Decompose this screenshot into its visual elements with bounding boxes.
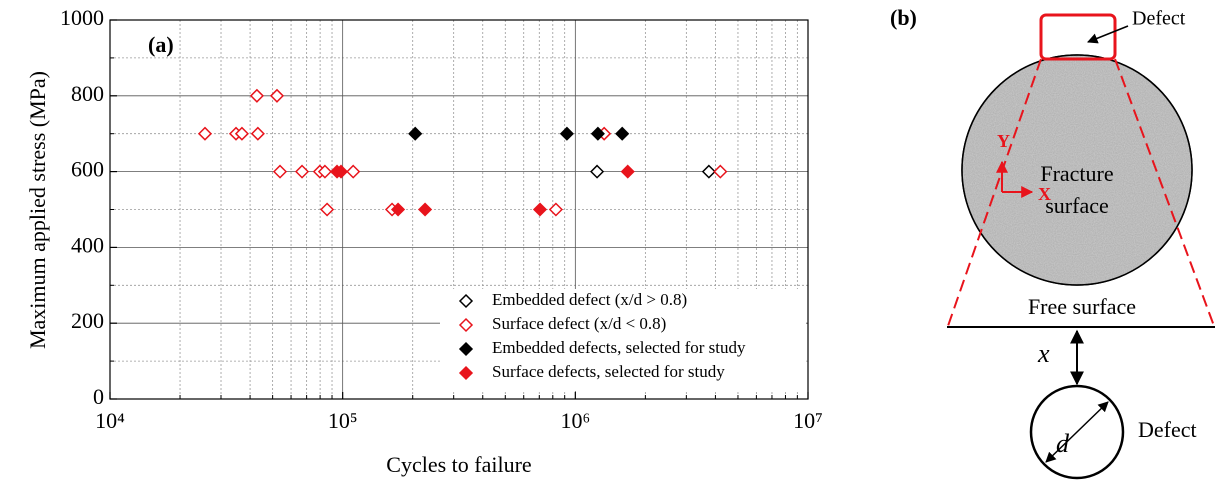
x-axis-label: Cycles to failure bbox=[386, 452, 531, 477]
diagram: (b) Defect Y X Fracture surface Free sur… bbox=[890, 5, 1215, 480]
point bbox=[269, 88, 285, 103]
point bbox=[615, 126, 630, 141]
legend-label: Embedded defect (x/d > 0.8) bbox=[492, 290, 687, 309]
point bbox=[590, 164, 605, 179]
point bbox=[333, 164, 349, 179]
arrow bbox=[1087, 25, 1129, 44]
legend-marker bbox=[458, 365, 474, 381]
x-tick-label: 10⁶ bbox=[560, 408, 590, 433]
legend-marker bbox=[458, 317, 474, 333]
legend-label: Surface defect (x/d < 0.8) bbox=[492, 314, 666, 333]
zoom-line bbox=[1114, 58, 1215, 327]
label: Defect bbox=[1132, 8, 1186, 30]
diameter-arrow bbox=[1045, 401, 1109, 463]
point bbox=[234, 126, 249, 141]
point bbox=[346, 164, 361, 179]
y-tick-label: 800 bbox=[71, 81, 104, 106]
legend-label: Surface defects, selected for study bbox=[492, 362, 725, 381]
label: Defect bbox=[1138, 417, 1197, 442]
point bbox=[272, 164, 288, 179]
label: Fracture bbox=[1040, 161, 1113, 186]
point bbox=[249, 88, 264, 103]
point bbox=[559, 126, 574, 141]
label: d bbox=[1056, 429, 1070, 458]
point bbox=[197, 126, 213, 141]
x-tick-label: 10⁴ bbox=[95, 408, 125, 433]
legend-box bbox=[440, 289, 806, 391]
point bbox=[320, 202, 335, 217]
label: Free surface bbox=[1028, 294, 1136, 319]
axis-label: X bbox=[1038, 184, 1051, 204]
label: x bbox=[1037, 339, 1050, 368]
legend-label: Embedded defects, selected for study bbox=[492, 338, 746, 357]
point bbox=[713, 164, 728, 179]
point bbox=[701, 164, 716, 179]
chart: (a) Cycles to failure Maximum applied st… bbox=[25, 5, 823, 477]
panel-label: (b) bbox=[890, 5, 917, 30]
zoom-line bbox=[947, 58, 1042, 327]
point bbox=[590, 126, 605, 141]
y-axis-label: Maximum applied stress (MPa) bbox=[25, 71, 50, 349]
point bbox=[294, 164, 310, 179]
disc-outline bbox=[961, 54, 1193, 286]
point bbox=[317, 164, 332, 179]
point bbox=[390, 202, 406, 217]
point bbox=[408, 126, 423, 141]
legend-marker bbox=[458, 293, 474, 309]
y-tick-label: 1000 bbox=[60, 5, 104, 30]
defect-dot bbox=[1071, 37, 1085, 51]
label: surface bbox=[1045, 193, 1109, 218]
point bbox=[250, 126, 265, 141]
panel-label: (a) bbox=[148, 32, 174, 57]
y-tick-label: 400 bbox=[71, 232, 104, 257]
point bbox=[548, 202, 563, 217]
zoom-box bbox=[1039, 13, 1117, 61]
point bbox=[620, 164, 635, 179]
y-tick-label: 0 bbox=[93, 384, 104, 409]
axis-label: Y bbox=[997, 131, 1010, 151]
legend-marker bbox=[458, 341, 474, 357]
point bbox=[532, 202, 548, 217]
y-tick-label: 600 bbox=[71, 157, 104, 182]
plot-frame bbox=[109, 19, 809, 400]
y-tick-label: 200 bbox=[71, 308, 104, 333]
x-tick-label: 10⁷ bbox=[793, 408, 823, 433]
point bbox=[417, 202, 433, 217]
x-tick-label: 10⁵ bbox=[328, 408, 358, 433]
